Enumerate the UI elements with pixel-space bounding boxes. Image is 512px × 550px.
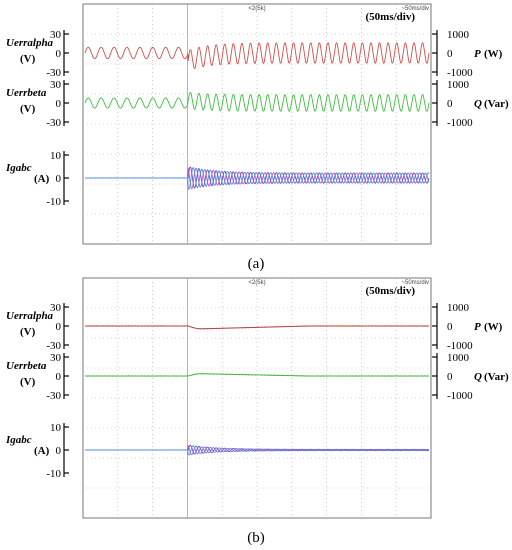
- left-tick-label: -30: [46, 390, 61, 402]
- left-tick-label: -30: [46, 67, 61, 79]
- left-tick-label: -10: [46, 196, 61, 208]
- right-tick-label: 1000: [447, 79, 470, 91]
- right-signal-unit: (Var): [484, 98, 509, 110]
- figure-caption: (a): [248, 256, 265, 272]
- right-signal-unit: (Var): [484, 371, 509, 383]
- right-tick-label: 0: [447, 321, 453, 333]
- left-signal-name: Igabc: [5, 162, 32, 174]
- timebase-indicator: ~50ms/div: [401, 280, 429, 286]
- left-tick-label: 0: [56, 371, 62, 383]
- trigger-marker: <2(5k): [248, 280, 265, 286]
- right-tick-label: 1000: [447, 302, 470, 314]
- left-tick-label: 30: [50, 79, 62, 91]
- left-tick-label: 10: [50, 150, 62, 162]
- right-tick-label: -1000: [447, 390, 473, 402]
- right-tick-label: 1000: [447, 352, 470, 364]
- left-tick-label: 0: [56, 445, 62, 457]
- right-signal-unit: (W): [484, 48, 503, 60]
- figure-a: [63, 3, 438, 245]
- left-signal-unit: (A): [34, 173, 50, 185]
- waveform-series: [84, 373, 430, 377]
- right-tick-label: -1000: [447, 117, 473, 129]
- waveform-series: [84, 42, 430, 70]
- right-tick-label: 1000: [447, 29, 470, 41]
- left-tick-label: 0: [56, 321, 62, 333]
- waveform-series: [84, 445, 430, 456]
- right-signal-unit: (W): [484, 321, 503, 333]
- left-tick-label: 30: [50, 352, 62, 364]
- timebase-indicator: ~50ms/div: [401, 6, 429, 12]
- right-signal-name: P: [474, 321, 481, 333]
- left-signal-unit: (V): [20, 53, 36, 65]
- waveform-series: [84, 167, 430, 190]
- trigger-marker: <2(5k): [248, 6, 265, 12]
- left-signal-unit: (V): [20, 376, 36, 388]
- left-tick-label: 0: [56, 173, 62, 185]
- left-signal-unit: (V): [20, 103, 36, 115]
- left-tick-label: -10: [46, 468, 61, 480]
- left-signal-name: Uerralpha: [6, 37, 54, 49]
- right-tick-label: 0: [447, 371, 453, 383]
- left-tick-label: 30: [50, 29, 62, 41]
- right-tick-label: -1000: [447, 67, 473, 79]
- right-signal-name: Q: [474, 371, 482, 383]
- timebase-label: (50ms/div): [366, 285, 416, 297]
- left-signal-unit: (A): [34, 445, 50, 457]
- left-signal-name: Uerralpha: [6, 310, 54, 322]
- left-signal-name: Igabc: [5, 434, 32, 446]
- right-signal-name: P: [474, 48, 481, 60]
- left-tick-label: 10: [50, 422, 62, 434]
- figure-caption: (b): [247, 530, 265, 546]
- right-tick-label: -1000: [447, 340, 473, 352]
- left-tick-label: 0: [56, 48, 62, 60]
- left-signal-name: Uerrbeta: [6, 87, 47, 99]
- left-tick-label: 30: [50, 302, 62, 314]
- left-tick-label: -30: [46, 340, 61, 352]
- left-signal-name: Uerrbeta: [6, 360, 47, 372]
- left-tick-label: -30: [46, 117, 61, 129]
- figure-b: [63, 277, 438, 519]
- right-signal-name: Q: [474, 98, 482, 110]
- waveform-series: [84, 92, 430, 112]
- waveform-series: [84, 325, 430, 330]
- right-tick-label: 0: [447, 98, 453, 110]
- left-signal-unit: (V): [20, 326, 36, 338]
- right-tick-label: 0: [447, 48, 453, 60]
- timebase-label: (50ms/div): [366, 11, 416, 23]
- left-tick-label: 0: [56, 98, 62, 110]
